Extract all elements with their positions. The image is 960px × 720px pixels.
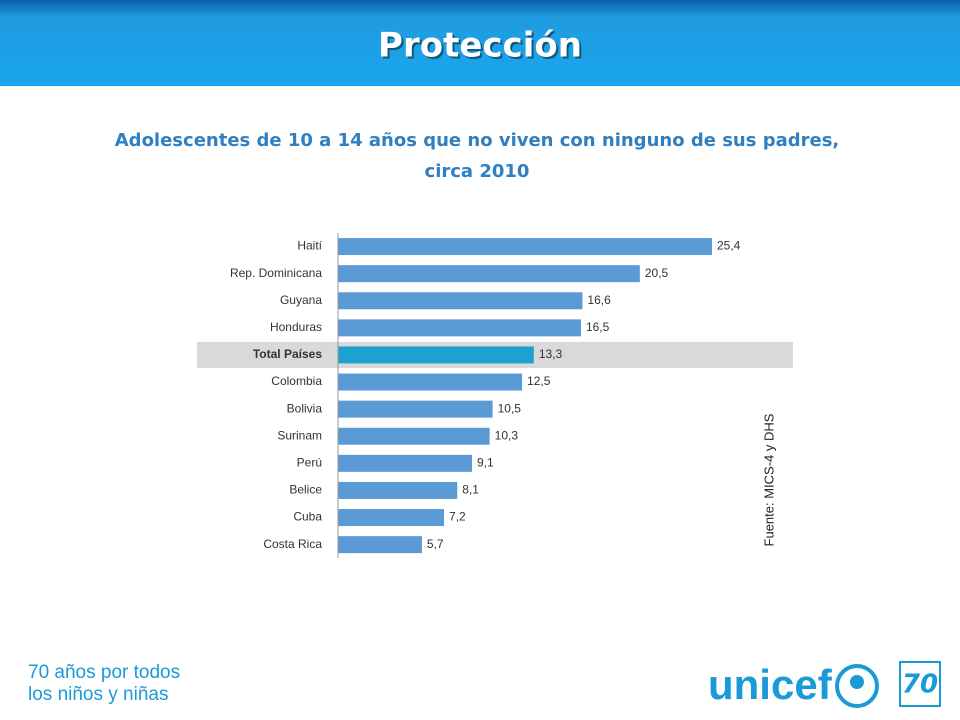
value-label: 20,5 bbox=[645, 266, 669, 280]
slogan: los niños y niñas bbox=[28, 684, 168, 705]
bar bbox=[338, 238, 712, 256]
bar bbox=[338, 319, 581, 337]
bar bbox=[338, 454, 472, 472]
category-label: Total Países bbox=[253, 347, 322, 361]
category-label: Perú bbox=[297, 456, 322, 470]
header-bar bbox=[0, 0, 960, 86]
bar bbox=[338, 373, 523, 391]
bar bbox=[338, 536, 422, 554]
value-label: 10,3 bbox=[495, 428, 519, 442]
category-label: Colombia bbox=[271, 374, 322, 388]
bar-chart: Haití 25,4 Rep. Dominicana 20,5 Guyana 16,6 Ho… bbox=[197, 233, 793, 559]
unicef-emblem bbox=[850, 675, 864, 689]
value-label: 8,1 bbox=[462, 483, 479, 497]
bar bbox=[338, 265, 640, 283]
category-label: Surinam bbox=[277, 428, 322, 442]
anniversary-badge bbox=[899, 661, 941, 707]
value-label: 13,3 bbox=[539, 347, 563, 361]
bar bbox=[338, 346, 534, 364]
category-label: Cuba bbox=[293, 510, 322, 524]
category-label: Costa Rica bbox=[263, 537, 322, 551]
category-label: Guyana bbox=[280, 293, 322, 307]
category-label: Rep. Dominicana bbox=[230, 266, 322, 280]
category-label: Belice bbox=[289, 483, 322, 497]
slogan: 70 años por todos bbox=[28, 662, 180, 683]
chart-title: Adolescentes de 10 a 14 años que no vive… bbox=[115, 130, 840, 151]
unicef-emblem bbox=[835, 664, 879, 708]
bar bbox=[338, 481, 458, 499]
chart-title: circa 2010 bbox=[425, 161, 530, 182]
category-label: Haití bbox=[297, 239, 322, 253]
bar bbox=[338, 292, 583, 310]
value-label: 16,5 bbox=[586, 320, 610, 334]
anniversary-badge-text: 70 bbox=[902, 670, 938, 700]
header-title: Protección bbox=[378, 26, 582, 66]
value-label: 7,2 bbox=[449, 510, 466, 524]
bar bbox=[338, 509, 445, 527]
value-label: 12,5 bbox=[527, 374, 551, 388]
value-label: 25,4 bbox=[717, 239, 741, 253]
value-label: 10,5 bbox=[498, 401, 522, 415]
value-label: 16,6 bbox=[587, 293, 611, 307]
source-note: Fuente: MICS-4 y DHS bbox=[761, 413, 776, 546]
unicef-logo: unicef bbox=[708, 661, 833, 708]
header-shadow: Protección bbox=[380, 28, 584, 68]
bar bbox=[338, 400, 493, 418]
value-label: 9,1 bbox=[477, 456, 494, 470]
bar bbox=[338, 427, 490, 445]
value-label: 5,7 bbox=[427, 537, 444, 551]
category-label: Bolivia bbox=[287, 401, 323, 415]
category-label: Honduras bbox=[270, 320, 322, 334]
